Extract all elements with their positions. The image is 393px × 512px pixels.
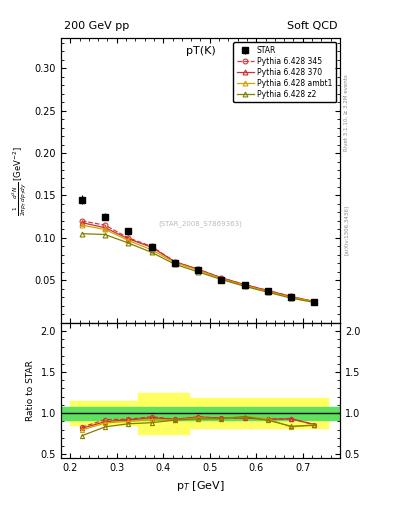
- Legend: STAR, Pythia 6.428 345, Pythia 6.428 370, Pythia 6.428 ambt1, Pythia 6.428 z2: STAR, Pythia 6.428 345, Pythia 6.428 370…: [233, 42, 336, 102]
- Pythia 6.428 ambt1: [173, 260, 177, 266]
- Pythia 6.428 ambt1: [126, 238, 131, 244]
- Pythia 6.428 z2: [196, 269, 200, 275]
- Pythia 6.428 370: [242, 282, 247, 288]
- Pythia 6.428 370: [219, 275, 224, 281]
- Text: pT(K): pT(K): [185, 46, 215, 55]
- Pythia 6.428 345: [149, 243, 154, 249]
- Pythia 6.428 ambt1: [219, 275, 224, 282]
- Pythia 6.428 345: [173, 259, 177, 265]
- Pythia 6.428 z2: [103, 231, 107, 238]
- Pythia 6.428 345: [289, 293, 294, 300]
- Pythia 6.428 z2: [126, 240, 131, 246]
- Text: Soft QCD: Soft QCD: [286, 22, 337, 31]
- Pythia 6.428 z2: [149, 249, 154, 255]
- Line: Pythia 6.428 ambt1: Pythia 6.428 ambt1: [79, 223, 317, 304]
- Pythia 6.428 370: [126, 236, 131, 242]
- Pythia 6.428 345: [126, 235, 131, 241]
- Text: 200 GeV pp: 200 GeV pp: [64, 22, 129, 31]
- Pythia 6.428 z2: [266, 289, 270, 295]
- Pythia 6.428 370: [266, 287, 270, 293]
- Pythia 6.428 ambt1: [149, 247, 154, 253]
- Pythia 6.428 z2: [173, 261, 177, 267]
- Pythia 6.428 z2: [312, 300, 317, 306]
- Pythia 6.428 345: [103, 222, 107, 228]
- Pythia 6.428 ambt1: [266, 288, 270, 294]
- Pythia 6.428 345: [266, 287, 270, 293]
- Text: Rivet 3.1.10, ≥ 3.2M events: Rivet 3.1.10, ≥ 3.2M events: [344, 74, 349, 151]
- Pythia 6.428 z2: [242, 283, 247, 289]
- Y-axis label: $\frac{1}{2\pi p_T}\frac{d^2N}{dp_T dy}$ [GeV$^{-2}$]: $\frac{1}{2\pi p_T}\frac{d^2N}{dp_T dy}$…: [11, 145, 29, 216]
- Pythia 6.428 345: [79, 218, 84, 224]
- Pythia 6.428 370: [79, 220, 84, 226]
- Pythia 6.428 z2: [289, 295, 294, 301]
- Pythia 6.428 ambt1: [242, 283, 247, 289]
- Pythia 6.428 370: [289, 293, 294, 300]
- Pythia 6.428 ambt1: [103, 226, 107, 232]
- Pythia 6.428 345: [196, 266, 200, 272]
- Pythia 6.428 370: [196, 266, 200, 272]
- X-axis label: p$_T$ [GeV]: p$_T$ [GeV]: [176, 479, 225, 493]
- Text: [arXiv:1306.3436]: [arXiv:1306.3436]: [344, 205, 349, 255]
- Pythia 6.428 345: [219, 275, 224, 281]
- Pythia 6.428 ambt1: [312, 298, 317, 305]
- Pythia 6.428 ambt1: [79, 222, 84, 228]
- Pythia 6.428 370: [173, 259, 177, 265]
- Pythia 6.428 370: [312, 298, 317, 305]
- Pythia 6.428 345: [312, 298, 317, 305]
- Line: Pythia 6.428 345: Pythia 6.428 345: [79, 219, 317, 304]
- Pythia 6.428 370: [149, 244, 154, 250]
- Pythia 6.428 370: [103, 225, 107, 231]
- Pythia 6.428 ambt1: [289, 294, 294, 301]
- Line: Pythia 6.428 z2: Pythia 6.428 z2: [79, 231, 317, 305]
- Pythia 6.428 z2: [79, 230, 84, 237]
- Pythia 6.428 ambt1: [196, 267, 200, 273]
- Line: Pythia 6.428 370: Pythia 6.428 370: [79, 220, 317, 304]
- Pythia 6.428 345: [242, 282, 247, 288]
- Y-axis label: Ratio to STAR: Ratio to STAR: [26, 360, 35, 421]
- Pythia 6.428 z2: [219, 276, 224, 283]
- Text: (STAR_2008_S7869363): (STAR_2008_S7869363): [158, 220, 242, 227]
